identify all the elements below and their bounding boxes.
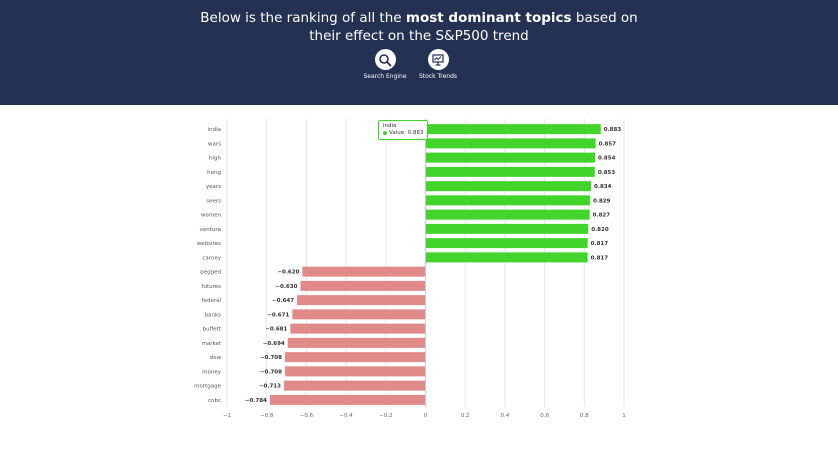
bar [284, 352, 426, 363]
search-engine-label[interactable]: Search Engine [363, 73, 407, 80]
x-tick-label: −1 [223, 413, 231, 419]
stock-trends-button[interactable]: Stock Trends [403, 49, 473, 80]
bar [425, 166, 595, 177]
stock-trends-icon[interactable] [427, 49, 449, 70]
bar [425, 223, 589, 234]
x-tick-label: 0.6 [540, 413, 549, 419]
bar [283, 380, 426, 391]
y-tick-label: ventura [200, 227, 221, 233]
bar [284, 366, 426, 377]
y-tick-label: women [201, 213, 222, 219]
x-tick-label: −0.8 [260, 413, 274, 419]
y-tick-label: federal [202, 298, 222, 304]
bar [425, 124, 601, 135]
bar [425, 195, 591, 206]
data-label: −0.713 [259, 384, 281, 390]
bar [425, 238, 588, 249]
data-label: −0.681 [265, 327, 287, 333]
data-label: 0.854 [598, 156, 616, 162]
data-label: 0.817 [591, 241, 609, 247]
x-tick-label: 1 [622, 413, 626, 419]
y-tick-label: money [202, 369, 222, 375]
x-tick-label: −0.6 [300, 413, 314, 419]
chart-tooltip: india Value: 0.883 [378, 120, 429, 140]
x-tick-label: 0 [424, 413, 428, 419]
y-tick-label: buffett [203, 327, 222, 333]
x-tick-label: −0.2 [379, 413, 392, 419]
tooltip-dot-icon [383, 130, 387, 135]
y-tick-label: futures [202, 284, 222, 290]
data-label: −0.708 [260, 369, 282, 375]
headline: Below is the ranking of all the most dom… [0, 9, 838, 45]
data-label: −0.694 [263, 341, 285, 347]
data-label: 0.853 [598, 170, 616, 176]
bar [300, 280, 426, 291]
stock-trends-label[interactable]: Stock Trends [418, 73, 458, 80]
x-tick-label: 0.2 [461, 413, 470, 419]
header-banner: Below is the ranking of all the most dom… [0, 0, 838, 105]
tooltip-title: india [383, 123, 397, 129]
topic-ranking-chart: −1 −0.8 −0.6 −0.4 −0.2 0 0.2 0.4 0.6 0.8 1 india 0.8… [194, 119, 626, 419]
data-label: 0.820 [591, 227, 609, 233]
y-tick-label: high [209, 156, 222, 162]
y-tick-label: hong [207, 170, 221, 176]
y-tick-label: india [208, 127, 221, 133]
y-tick-label: dow [210, 355, 222, 361]
data-label: −0.671 [267, 312, 289, 318]
headline-pre: Below is the ranking of all the [200, 10, 406, 26]
tooltip-value: Value: 0.883 [389, 130, 424, 136]
headline-line2: their effect on the S&P500 trend [309, 28, 529, 44]
bar [297, 295, 426, 306]
y-tick-label: wars [208, 141, 221, 147]
data-label: −0.647 [272, 298, 294, 304]
data-label: 0.827 [593, 213, 611, 219]
x-tick-label: 0.8 [580, 413, 589, 419]
headline-post: based on [571, 10, 638, 26]
bar [425, 152, 596, 163]
bar [425, 252, 588, 263]
y-tick-label: years [206, 184, 221, 190]
search-engine-button[interactable]: Search Engine [350, 49, 420, 80]
data-label: −0.630 [275, 284, 297, 290]
data-label: 0.834 [594, 184, 612, 190]
y-tick-label: cnbc [208, 398, 221, 404]
bar [425, 138, 596, 149]
bar [287, 337, 426, 348]
y-tick-label: carney [202, 255, 221, 261]
data-label: −0.784 [245, 398, 267, 404]
y-tick-label: market [201, 341, 221, 347]
search-icon[interactable] [374, 49, 396, 70]
bar [425, 181, 592, 192]
bar [302, 266, 426, 277]
data-label: −0.620 [277, 270, 299, 276]
bar [269, 394, 426, 405]
y-tick-label: pegged [200, 270, 221, 276]
y-tick-label: banks [205, 312, 222, 318]
bar [290, 323, 426, 334]
bar [425, 209, 590, 220]
y-tick-label: seers [206, 198, 221, 204]
y-tick-label: websites [197, 241, 221, 247]
headline-bold: most dominant topics [405, 10, 572, 26]
y-tick-label: mortgage [194, 384, 221, 390]
x-tick-label: −0.4 [339, 413, 353, 419]
data-label: 0.883 [604, 127, 622, 133]
x-tick-label: 0.4 [501, 413, 510, 419]
data-label: 0.817 [591, 255, 609, 261]
data-label: 0.857 [599, 141, 617, 147]
data-label: 0.829 [593, 198, 611, 204]
data-label: −0.708 [260, 355, 282, 361]
bar [292, 309, 426, 320]
